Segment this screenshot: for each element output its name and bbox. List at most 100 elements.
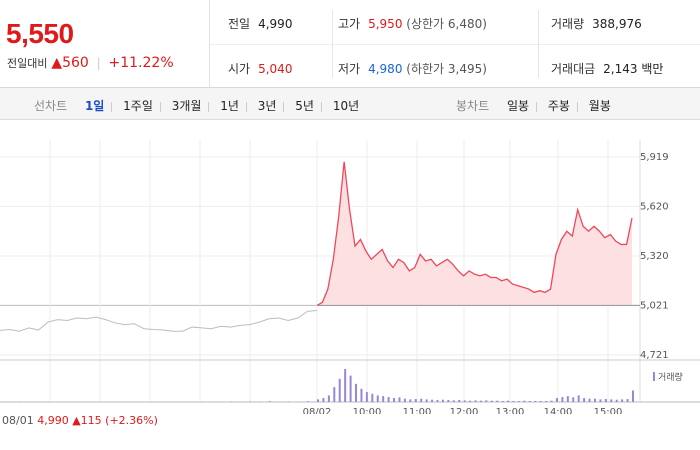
tab-divider — [576, 101, 578, 112]
volume-bar — [393, 398, 396, 402]
intraday-chart[interactable]: 5,919 5,620 5,320 5,021 4,721 거래량 08/02 10:00… — [0, 120, 700, 414]
volume-bar — [485, 400, 488, 402]
price-box: 5,550 전일대비 ▲560 | +11.22% — [0, 0, 210, 88]
y-tick-label: 5,320 — [640, 251, 669, 262]
volume-bar — [230, 401, 232, 402]
y-axis-labels: 5,919 5,620 5,320 5,021 4,721 — [640, 152, 669, 361]
volume-bar — [288, 401, 290, 402]
stat-low: 저가 4,980 (하한가 3,495) — [338, 60, 487, 77]
stat-value: 5,040 — [258, 62, 293, 76]
volume-bar — [441, 399, 444, 402]
x-tick-label: 13:00 — [496, 407, 525, 414]
prev-day-date: 08/01 — [2, 414, 34, 427]
volume-bar — [501, 401, 504, 402]
volume-bar — [344, 369, 347, 402]
stat-label: 전일 — [228, 17, 251, 31]
volume-bar — [632, 390, 634, 402]
candle-chart-tabs: 봉차트 일봉 주봉 월봉 — [456, 97, 611, 114]
volume-bar — [599, 399, 602, 402]
volume-bar — [463, 400, 466, 402]
stat-label: 거래량 — [551, 17, 585, 31]
volume-chart: 거래량 — [19, 369, 683, 402]
stat-high: 고가 5,950 (상한가 6,480) — [338, 15, 487, 32]
volume-bar — [307, 401, 309, 402]
volume-bar — [610, 399, 613, 402]
volume-bar — [452, 400, 455, 402]
tab-1-day[interactable]: 1일 — [84, 99, 105, 113]
volume-bar — [572, 397, 575, 402]
change-percent: +11.22% — [108, 55, 174, 71]
tab-divider — [245, 101, 247, 112]
volume-bar — [523, 400, 526, 402]
volume-bar — [436, 400, 439, 402]
y-tick-label: 5,620 — [640, 201, 669, 212]
stat-volume: 거래량 388,976 — [551, 15, 642, 32]
prev-day-change: ▲115 — [72, 414, 102, 427]
volume-bar — [479, 400, 482, 402]
tab-1-week[interactable]: 1주일 — [123, 99, 153, 113]
volume-bar — [425, 399, 428, 402]
tab-3-months[interactable]: 3개월 — [171, 99, 202, 113]
tab-1-year[interactable]: 1년 — [220, 99, 239, 113]
volume-bar — [561, 397, 564, 402]
volume-bar — [403, 398, 406, 402]
volume-bar — [469, 400, 472, 402]
stat-label: 고가 — [338, 17, 361, 31]
line-chart-title: 선차트 — [34, 99, 68, 113]
volume-bar — [615, 399, 618, 402]
volume-bar — [398, 397, 401, 402]
tab-3-years[interactable]: 3년 — [257, 99, 277, 113]
x-axis-labels: 08/02 10:00 11:00 12:00 13:00 14:00 15:00 — [303, 407, 623, 414]
stats-col-divider — [332, 10, 333, 78]
tab-5-years[interactable]: 5년 — [295, 99, 314, 113]
today-area-fill — [317, 161, 632, 306]
line-chart-tabs: 선차트 1일 1주일 3개월 1년 3년 5년 10년 — [34, 97, 359, 114]
volume-bar — [327, 395, 330, 402]
volume-bar — [496, 400, 499, 402]
volume-bar — [338, 378, 341, 402]
tab-divider — [536, 101, 538, 112]
stat-label: 거래대금 — [551, 62, 596, 76]
upper-limit: (상한가 6,480) — [406, 17, 487, 31]
stat-label: 저가 — [338, 62, 361, 76]
volume-bar — [555, 398, 558, 402]
lower-limit: (하한가 3,495) — [406, 62, 487, 76]
volume-bar — [507, 400, 510, 402]
stat-value: 4,990 — [258, 17, 293, 31]
volume-bar — [588, 398, 591, 402]
tab-monthly-candle[interactable]: 월봉 — [588, 99, 611, 113]
volume-bar — [545, 401, 548, 402]
tab-divider — [283, 101, 285, 112]
x-tick-label: 10:00 — [353, 407, 382, 414]
change-label: 전일대비 — [7, 57, 48, 70]
volume-bar — [322, 398, 325, 402]
stat-value: 2,143 — [603, 62, 638, 76]
volume-bar — [382, 396, 385, 402]
tab-divider — [159, 101, 161, 112]
volume-bar — [458, 400, 461, 402]
candle-chart-title: 봉차트 — [456, 99, 490, 113]
volume-bar — [268, 401, 271, 402]
stat-value: 4,980 — [368, 62, 403, 76]
change-value: ▲560 — [51, 55, 89, 71]
volume-bar — [360, 388, 363, 402]
volume-bar — [365, 392, 368, 402]
stats-row-divider — [210, 44, 700, 45]
volume-bar — [249, 401, 251, 402]
stats-col-divider — [538, 10, 539, 78]
volume-bar — [371, 393, 374, 402]
volume-bar — [577, 395, 580, 402]
prev-day-line — [0, 310, 318, 332]
tab-weekly-candle[interactable]: 주봉 — [547, 99, 570, 113]
tab-divider — [208, 101, 210, 112]
tab-divider — [320, 101, 322, 112]
volume-bar — [349, 375, 352, 402]
tab-divider — [111, 101, 113, 112]
stat-value: 388,976 — [592, 17, 642, 31]
volume-bar — [626, 399, 629, 402]
tab-daily-candle[interactable]: 일봉 — [506, 99, 530, 113]
x-tick-label: 12:00 — [450, 407, 479, 414]
tab-10-years[interactable]: 10년 — [332, 99, 360, 113]
prev-day-series — [0, 310, 318, 332]
volume-bar — [409, 399, 412, 402]
